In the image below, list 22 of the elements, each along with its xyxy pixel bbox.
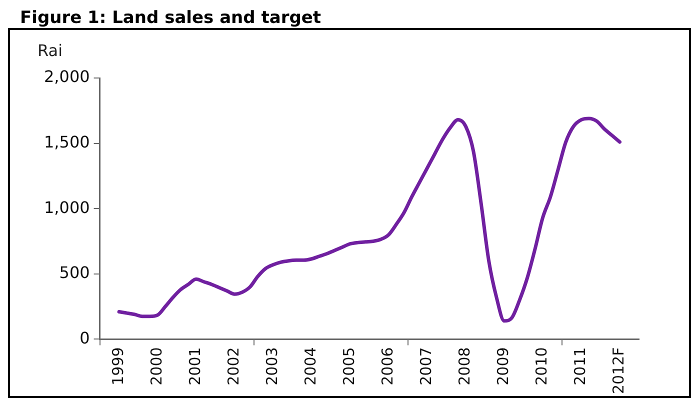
chart-title: Figure 1: Land sales and target [19,8,322,28]
x-tick-label: 2000 [147,347,166,386]
x-tick-label: 2005 [340,347,358,386]
y-tick-label: 500 [59,263,90,282]
y-axis-title: Rai [37,41,63,60]
y-tick-label: 1,500 [44,132,90,152]
y-tick-label: 1,000 [44,198,90,217]
x-tick-label: 2002 [224,347,242,386]
x-tick-label: 2003 [263,347,282,386]
y-tick-label: 2,000 [44,67,90,86]
x-tick-label: 2007 [417,347,436,386]
x-tick-label: 2009 [494,347,512,386]
line-series [117,116,622,323]
x-tick-label: 2008 [456,347,474,386]
x-tick-label: 2010 [532,347,551,386]
y-tick-label: 0 [80,328,90,348]
x-tick-label: 1999 [108,347,127,386]
x-tick-label: 2011 [571,347,590,386]
x-tick-label: 2012F [610,347,628,394]
x-tick-label: 2004 [302,347,320,386]
x-tick-label: 2006 [378,347,397,386]
x-tick-label: 2001 [186,347,204,386]
